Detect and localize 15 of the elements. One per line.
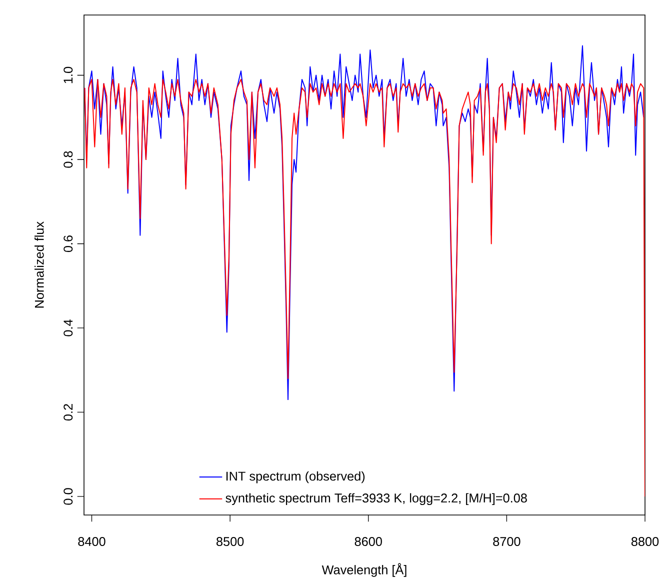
x-tick-label: 8600 [354, 537, 382, 546]
y-tick-label: 0.8 [64, 151, 73, 168]
y-tick-label: 0.0 [64, 488, 73, 505]
x-tick-label: 8700 [493, 537, 520, 546]
legend-label: INT spectrum (observed) [226, 471, 365, 484]
x-tick-label: 8500 [216, 537, 244, 546]
y-tick-label: 0.4 [64, 320, 73, 336]
legend-label: synthetic spectrum Teff=3933 K, logg=2.2, [M/H]=0.08 [226, 493, 527, 506]
y-tick-label: 1.0 [64, 66, 73, 84]
x-tick-label: 8800 [631, 537, 659, 546]
y-tick-label: 0.2 [64, 404, 73, 421]
y-tick-label: 0.6 [64, 235, 73, 252]
x-tick-label: 8400 [78, 537, 106, 546]
y-axis-title: Normalized flux [34, 222, 44, 308]
x-axis-title: Wavelength [Å] [322, 563, 406, 577]
